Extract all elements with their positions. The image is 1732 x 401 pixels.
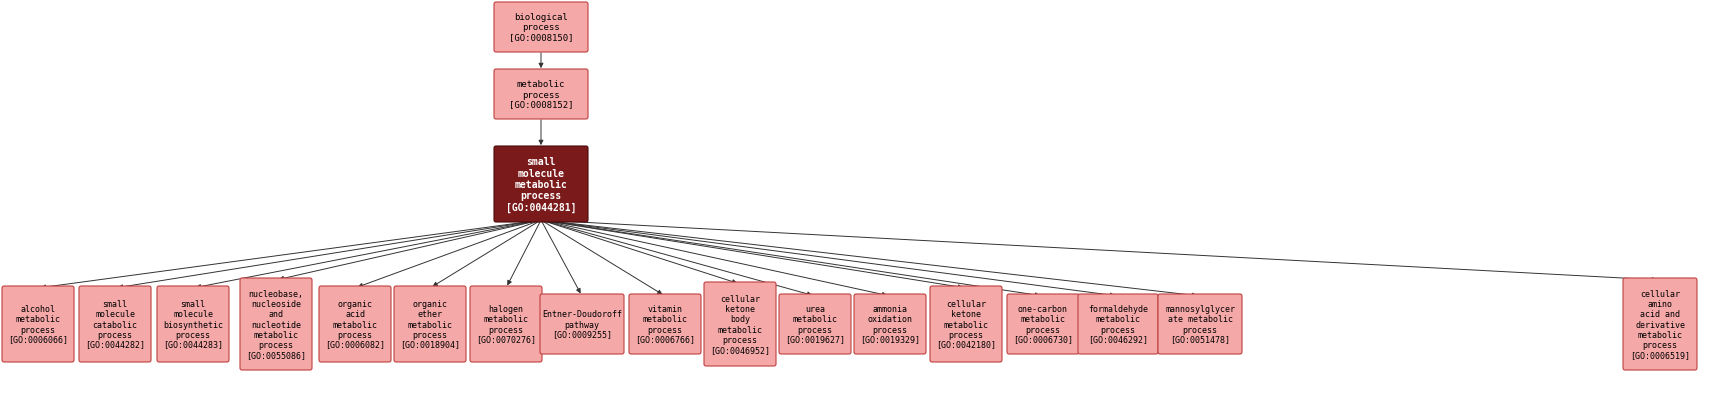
FancyBboxPatch shape — [393, 286, 466, 362]
FancyBboxPatch shape — [494, 3, 587, 53]
FancyBboxPatch shape — [319, 286, 391, 362]
FancyBboxPatch shape — [1623, 278, 1696, 370]
Text: formaldehyde
metabolic
process
[GO:0046292]: formaldehyde metabolic process [GO:00462… — [1088, 305, 1147, 344]
Text: metabolic
process
[GO:0008152]: metabolic process [GO:0008152] — [509, 80, 573, 109]
Text: mannosylglycer
ate metabolic
process
[GO:0051478]: mannosylglycer ate metabolic process [GO… — [1164, 305, 1235, 344]
Text: organic
ether
metabolic
process
[GO:0018904]: organic ether metabolic process [GO:0018… — [400, 300, 459, 349]
FancyBboxPatch shape — [1077, 294, 1157, 354]
Text: biological
process
[GO:0008150]: biological process [GO:0008150] — [509, 13, 573, 43]
Text: cellular
amino
acid and
derivative
metabolic
process
[GO:0006519]: cellular amino acid and derivative metab… — [1630, 290, 1689, 359]
FancyBboxPatch shape — [80, 286, 151, 362]
Text: organic
acid
metabolic
process
[GO:0006082]: organic acid metabolic process [GO:00060… — [326, 300, 385, 349]
Text: one-carbon
metabolic
process
[GO:0006730]: one-carbon metabolic process [GO:0006730… — [1013, 305, 1072, 344]
FancyBboxPatch shape — [2, 286, 74, 362]
Text: vitamin
metabolic
process
[GO:0006766]: vitamin metabolic process [GO:0006766] — [634, 305, 695, 344]
Text: cellular
ketone
body
metabolic
process
[GO:0046952]: cellular ketone body metabolic process [… — [710, 295, 769, 354]
FancyBboxPatch shape — [779, 294, 850, 354]
Text: urea
metabolic
process
[GO:0019627]: urea metabolic process [GO:0019627] — [785, 305, 845, 344]
Text: nucleobase,
nucleoside
and
nucleotide
metabolic
process
[GO:0055086]: nucleobase, nucleoside and nucleotide me… — [246, 290, 307, 359]
FancyBboxPatch shape — [239, 278, 312, 370]
FancyBboxPatch shape — [1157, 294, 1242, 354]
FancyBboxPatch shape — [158, 286, 229, 362]
FancyBboxPatch shape — [854, 294, 925, 354]
Text: cellular
ketone
metabolic
process
[GO:0042180]: cellular ketone metabolic process [GO:00… — [935, 300, 996, 349]
Text: ammonia
oxidation
process
[GO:0019329]: ammonia oxidation process [GO:0019329] — [859, 305, 920, 344]
FancyBboxPatch shape — [540, 294, 624, 354]
FancyBboxPatch shape — [629, 294, 701, 354]
Text: small
molecule
catabolic
process
[GO:0044282]: small molecule catabolic process [GO:004… — [85, 300, 145, 349]
Text: halogen
metabolic
process
[GO:0070276]: halogen metabolic process [GO:0070276] — [476, 305, 535, 344]
Text: small
molecule
metabolic
process
[GO:0044281]: small molecule metabolic process [GO:004… — [506, 157, 577, 212]
FancyBboxPatch shape — [703, 282, 776, 366]
Text: small
molecule
biosynthetic
process
[GO:0044283]: small molecule biosynthetic process [GO:… — [163, 300, 223, 349]
FancyBboxPatch shape — [469, 286, 542, 362]
FancyBboxPatch shape — [930, 286, 1001, 362]
Text: alcohol
metabolic
process
[GO:0006066]: alcohol metabolic process [GO:0006066] — [9, 305, 68, 344]
Text: Entner-Doudoroff
pathway
[GO:0009255]: Entner-Doudoroff pathway [GO:0009255] — [542, 310, 622, 339]
FancyBboxPatch shape — [494, 70, 587, 120]
FancyBboxPatch shape — [494, 147, 587, 223]
FancyBboxPatch shape — [1006, 294, 1079, 354]
